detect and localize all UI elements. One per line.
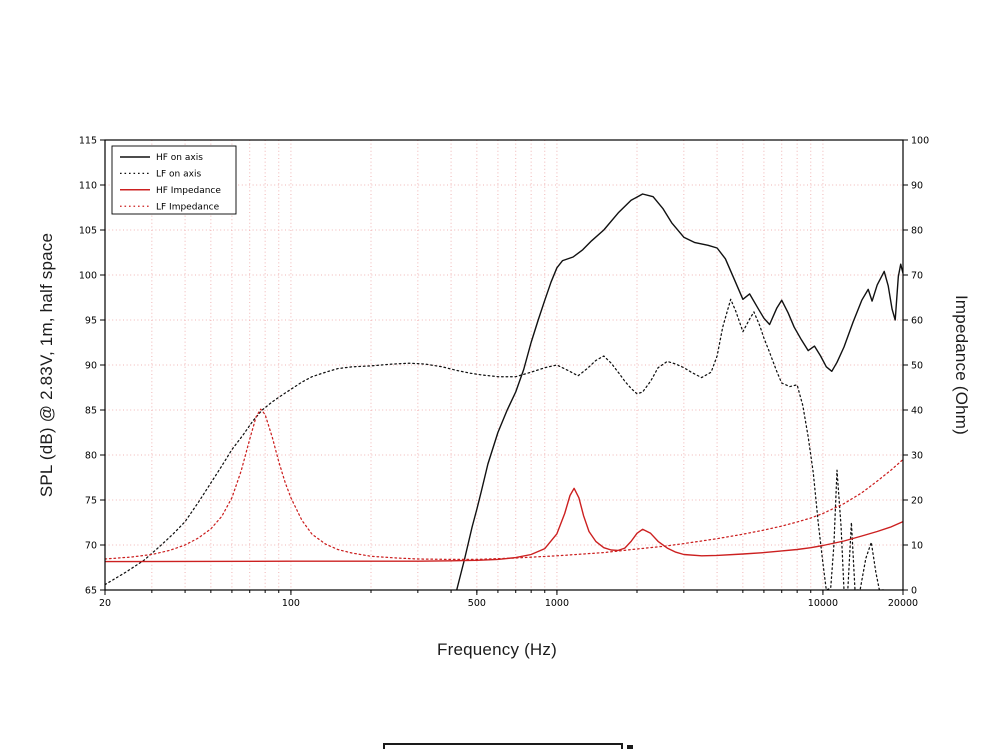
y-right-tick-label: 100 <box>911 136 929 147</box>
y-left-tick-label: 115 <box>79 136 97 147</box>
y-left-tick-label: 75 <box>85 496 97 507</box>
series-lf-impedance <box>105 408 903 561</box>
x-tick-label: 1000 <box>545 598 569 609</box>
legend-label: HF on axis <box>156 153 203 163</box>
y-left-tick-label: 85 <box>85 406 97 417</box>
y-right-tick-label: 50 <box>911 361 923 372</box>
y-right-tick-label: 70 <box>911 271 923 282</box>
y-axis-label-right: Impedance (Ohm) <box>952 295 971 435</box>
y-left-tick-label: 100 <box>79 271 97 282</box>
y-right-tick-label: 20 <box>911 496 923 507</box>
x-tick-label: 20000 <box>888 598 918 609</box>
cropped-footer-fragment <box>627 745 633 749</box>
y-axis-label-left: SPL (dB) @ 2.83V, 1m, half space <box>37 232 56 498</box>
y-left-tick-label: 65 <box>85 586 97 597</box>
y-right-tick-label: 60 <box>911 316 923 327</box>
y-left-tick-label: 110 <box>79 181 97 192</box>
x-tick-label: 500 <box>468 598 486 609</box>
y-right-tick-label: 0 <box>911 586 917 597</box>
y-right-tick-label: 80 <box>911 226 923 237</box>
y-right-tick-label: 10 <box>911 541 923 552</box>
x-tick-label: 100 <box>282 598 300 609</box>
axes: 20 100 500 1000 10000 20000657075808590951001… <box>79 136 929 610</box>
y-right-tick-label: 30 <box>911 451 923 462</box>
series-hf-on-axis <box>456 193 903 590</box>
x-tick-label: 20 <box>99 598 111 609</box>
series-hf-impedance <box>105 487 903 563</box>
cropped-footer-table <box>383 743 623 749</box>
grid <box>105 140 903 590</box>
series-lf-on-axis <box>105 298 885 590</box>
legend-label: LF Impedance <box>156 202 220 212</box>
x-axis-label: Frequency (Hz) <box>437 640 557 659</box>
y-left-tick-label: 90 <box>85 361 97 372</box>
legend-label: HF Impedance <box>156 186 221 196</box>
y-left-tick-label: 70 <box>85 541 97 552</box>
y-left-tick-label: 80 <box>85 451 97 462</box>
series-group <box>105 193 903 590</box>
legend: HF on axis LF on axis HF Impedance LF Imped… <box>111 145 237 215</box>
y-right-tick-label: 40 <box>911 406 923 417</box>
x-tick-label: 10000 <box>808 598 838 609</box>
y-right-tick-label: 90 <box>911 181 923 192</box>
y-left-tick-label: 105 <box>79 226 97 237</box>
y-left-tick-label: 95 <box>85 316 97 327</box>
legend-label: LF on axis <box>156 170 201 180</box>
